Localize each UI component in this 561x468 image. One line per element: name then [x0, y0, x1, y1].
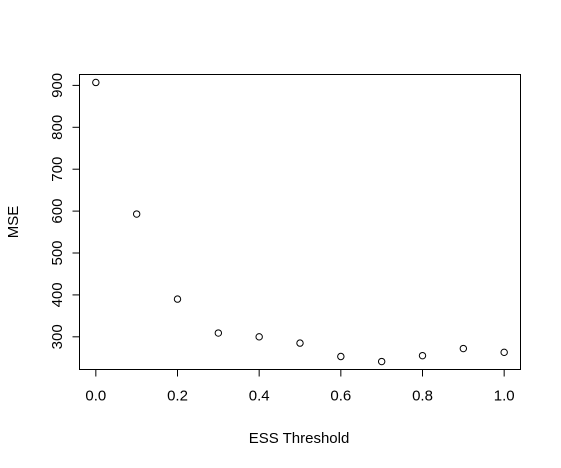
y-tick-label: 500 [49, 240, 66, 265]
x-axis: 0.0 0.2 0.4 0.6 0.8 1.0 [85, 369, 515, 405]
data-point [500, 348, 508, 357]
y-tick-label: 900 [49, 73, 66, 98]
data-point [255, 333, 263, 341]
y-axis: 300 400 500 600 700 800 900 [49, 73, 80, 349]
data-point [418, 351, 427, 360]
y-tick-label: 600 [49, 199, 66, 224]
y-tick-label: 400 [49, 282, 66, 307]
plot-frame [79, 74, 521, 370]
data-points [92, 78, 508, 366]
y-tick-label: 700 [49, 157, 66, 182]
data-point [92, 78, 100, 87]
x-tick-label: 1.0 [494, 388, 515, 405]
data-point [377, 357, 386, 366]
x-tick-label: 0.8 [412, 388, 433, 405]
x-axis-label: ESS Threshold [249, 430, 350, 447]
y-tick-label: 800 [49, 115, 66, 140]
data-point [173, 295, 182, 303]
data-point [132, 210, 141, 218]
y-axis-label: MSE [5, 206, 22, 239]
y-tick-label: 300 [49, 324, 66, 349]
data-point [459, 344, 468, 353]
data-point [337, 352, 345, 361]
x-tick-label: 0.2 [167, 388, 188, 405]
x-tick-label: 0.6 [330, 388, 351, 405]
data-point [214, 329, 223, 337]
data-point [296, 339, 304, 347]
x-tick-label: 0.0 [85, 388, 106, 405]
x-tick-label: 0.4 [249, 388, 270, 405]
